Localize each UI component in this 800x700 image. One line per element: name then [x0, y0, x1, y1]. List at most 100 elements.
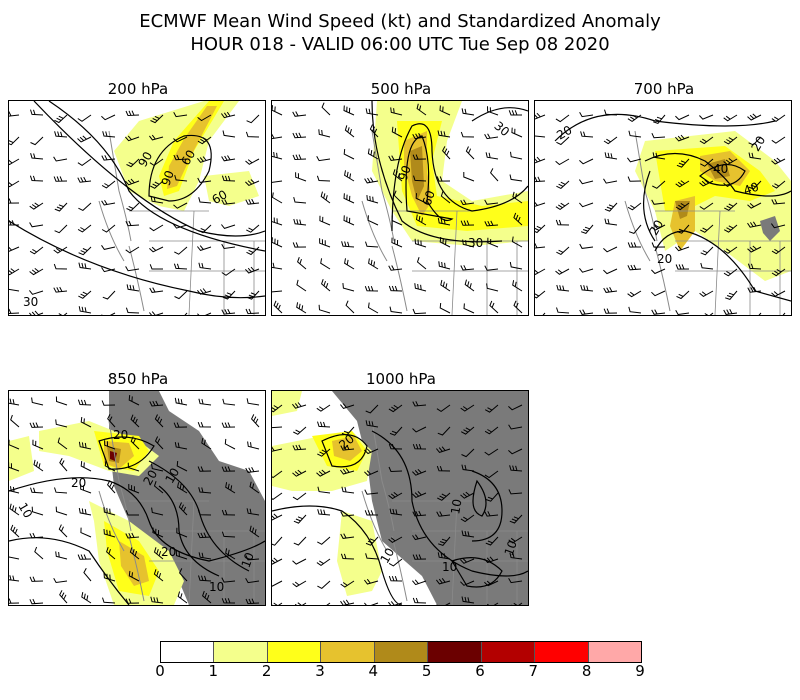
wind-barb — [245, 131, 260, 138]
wind-barb — [29, 246, 44, 255]
wind-barb — [388, 558, 403, 567]
colorbar-tick-label: 4 — [368, 662, 379, 680]
wind-barb — [272, 426, 283, 429]
wind-barb — [556, 180, 570, 189]
wind-barb — [245, 467, 260, 473]
wind-barb — [125, 246, 140, 254]
wind-barb — [174, 246, 188, 255]
wind-barb — [555, 219, 570, 226]
wind-barb — [389, 306, 403, 314]
wind-barb — [176, 460, 188, 472]
wind-barb — [9, 246, 20, 252]
wind-barb — [724, 202, 738, 211]
wind-barb — [412, 554, 427, 560]
wind-barb — [9, 220, 19, 226]
wind-barb — [460, 558, 475, 564]
wind-barb — [439, 302, 451, 314]
wind-barb — [221, 243, 236, 250]
wind-barb — [126, 284, 140, 292]
wind-barb — [55, 396, 68, 406]
wind-barb — [676, 224, 690, 234]
wind-barb — [579, 158, 594, 165]
wind-barb — [484, 133, 499, 140]
wind-barb — [201, 438, 212, 450]
wind-barb — [438, 261, 451, 270]
wind-barb — [345, 300, 355, 314]
wind-barb — [292, 444, 307, 451]
wind-barb — [80, 527, 92, 538]
contour-label: 20 — [554, 123, 574, 143]
wind-barb — [198, 262, 212, 270]
wind-barb — [272, 180, 283, 183]
wind-barb — [484, 199, 499, 205]
wind-barb — [412, 308, 427, 315]
wind-barb — [365, 108, 379, 116]
wind-barb — [273, 300, 283, 314]
wind-barb — [78, 441, 92, 450]
wind-barb — [460, 199, 475, 206]
wind-barb — [416, 103, 427, 116]
wind-barb — [391, 237, 403, 248]
wind-barb — [388, 443, 403, 450]
contour-label: 40 — [713, 162, 728, 176]
wind-barb — [128, 395, 140, 406]
panel-label-1000hpa: 1000 hPa — [365, 370, 436, 388]
wind-barb — [272, 513, 283, 521]
wind-barb — [604, 202, 618, 212]
wind-barb — [246, 246, 260, 256]
contour-label: 10 — [209, 580, 224, 594]
wind-barb — [747, 245, 762, 253]
colorbar-tick-label: 8 — [581, 662, 592, 680]
wind-barb — [101, 267, 116, 273]
wind-barb — [128, 484, 140, 494]
colorbar-tick-label: 1 — [208, 662, 219, 680]
wind-barb — [437, 492, 451, 501]
wind-barb — [392, 169, 403, 182]
wind-barb — [699, 202, 714, 210]
wind-barb — [651, 199, 666, 205]
wind-barb — [246, 508, 260, 516]
wind-barb — [485, 536, 499, 546]
wind-barb — [59, 590, 68, 604]
wind-barb — [125, 178, 140, 186]
wind-barb — [699, 114, 714, 120]
colorbar-tick-label: 2 — [261, 662, 272, 680]
wind-barb — [412, 133, 427, 140]
wind-barb — [365, 404, 379, 414]
wind-barb — [508, 404, 523, 411]
wind-barb — [747, 113, 762, 121]
wind-barb — [603, 287, 618, 293]
wind-barb — [34, 546, 44, 560]
wind-barb — [272, 192, 283, 204]
wind-barb — [317, 421, 331, 428]
wind-barb — [344, 125, 355, 138]
wind-barb — [535, 112, 546, 120]
wind-barb — [700, 262, 714, 270]
wind-barb — [272, 262, 283, 270]
wind-barb — [246, 290, 260, 300]
wind-barb — [318, 304, 331, 314]
wind-barb — [246, 398, 260, 406]
wind-barb — [57, 437, 68, 450]
colorbar-segment — [535, 642, 589, 662]
wind-barb — [197, 509, 212, 516]
wind-barb — [771, 290, 786, 297]
wind-barb — [603, 246, 618, 253]
wind-barb — [125, 110, 140, 117]
wind-barb — [179, 568, 188, 582]
wind-barb — [700, 224, 714, 233]
wind-barb — [29, 202, 44, 210]
wind-barb — [723, 268, 738, 277]
wind-barb — [414, 238, 427, 248]
wind-barb — [177, 482, 188, 494]
wind-barb — [177, 591, 188, 604]
wind-barb — [484, 556, 499, 564]
wind-barb — [53, 246, 68, 254]
wind-barb — [295, 172, 307, 182]
wind-barb — [487, 106, 499, 116]
wind-barb — [389, 426, 403, 436]
contour-label: 20 — [161, 545, 176, 559]
wind-barb — [723, 246, 738, 254]
colorbar-tick-label: 5 — [421, 662, 432, 680]
wind-barb — [341, 426, 355, 436]
